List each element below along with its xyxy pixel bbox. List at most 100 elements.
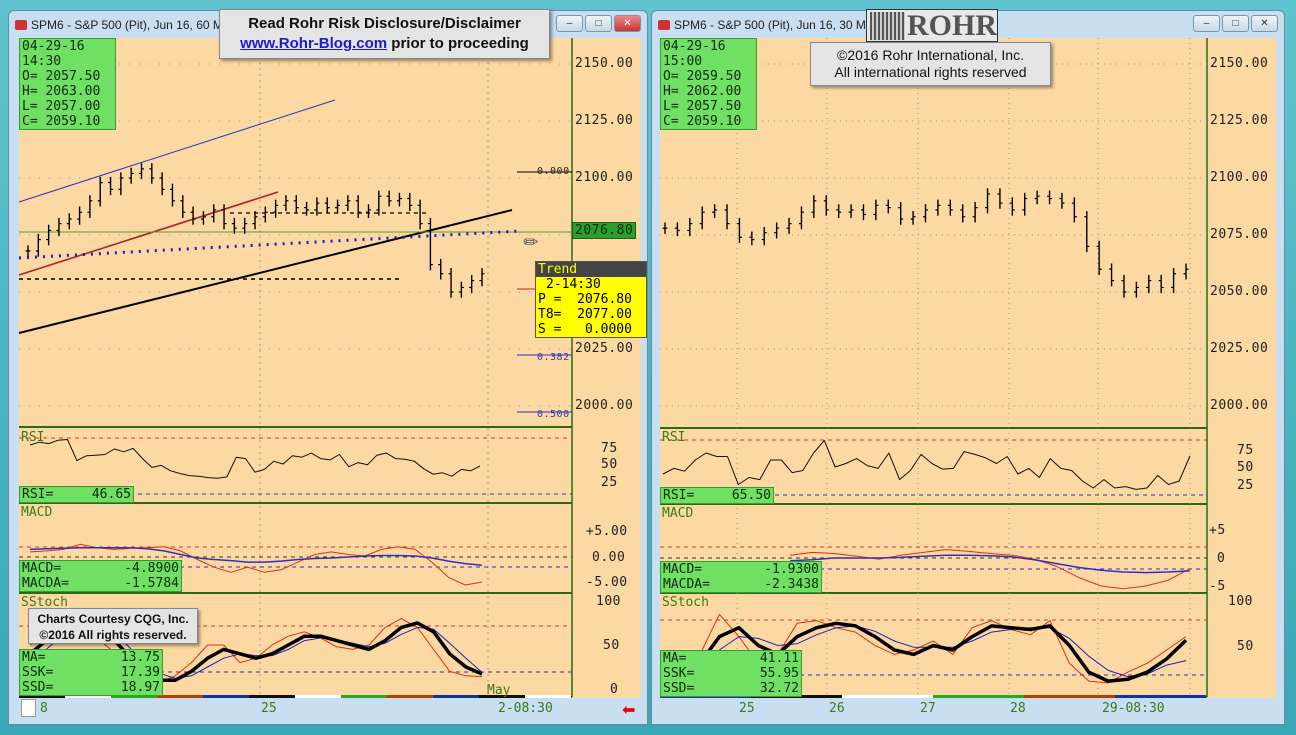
session-color-band [933,695,1024,698]
rohr-blog-link[interactable]: www.Rohr-Blog.com [240,35,388,52]
session-color-band [249,695,295,698]
rsi-value-box: RSI= 65.50 [660,487,774,504]
rsi-value: 65.50 [731,488,771,503]
scroll-right-arrow-icon[interactable]: ⬅ [622,702,636,719]
price-tick: 2100.00 [1210,170,1269,185]
channel-line [18,99,336,203]
scroll-box[interactable] [21,699,36,717]
maximize-button[interactable]: □ [585,15,612,32]
tooltip-t8: T8= 2077.00 [538,307,632,322]
stoch-value-box: MA= 13.75 SSK= 17.39 SSD= 18.97 [19,649,163,696]
rsi-label: RSI [662,430,686,445]
ohlc-time: 15:00 [663,54,703,69]
copyright-notice: ©2016 Rohr International, Inc. All intern… [810,42,1051,86]
macd-line [789,549,1191,590]
stoch-tick: 50 [603,638,620,653]
session-color-band [433,695,479,698]
right-title-bar[interactable]: SPM6 - S&P 500 (Pit), Jun 16, 30 Min [658,15,1278,35]
rsi-tick: 75 [1237,443,1254,458]
minimize-button[interactable]: – [1193,15,1220,32]
macd-label: MACD [662,506,694,521]
session-color-band [387,695,433,698]
x-tick: 29-08:30 [1102,701,1165,716]
ohlc-low: L= 2057.50 [663,99,742,114]
rsi-value: 46.65 [91,487,131,502]
ssd-value: 32.72 [759,681,799,696]
credit-line-1: Charts Courtesy CQG, Inc. [37,612,189,626]
price-tick: 2150.00 [575,56,634,71]
rsi-value-label: RSI= [663,488,695,503]
price-tick: 2075.00 [1210,227,1269,242]
session-color-band [1115,695,1206,698]
session-color-band [842,695,933,698]
last-price-marker: 2076.80 [572,222,637,239]
cqg-credit: Charts Courtesy CQG, Inc. ©2016 All right… [28,608,198,644]
ohlc-close: C= 2059.10 [663,114,742,129]
close-button[interactable]: ✕ [614,15,641,32]
price-tick: 2125.00 [575,113,634,128]
right-ohlc-box: 04-29-16 15:00 O= 2059.50 H= 2062.00 L= 2057… [660,38,757,130]
session-color-band [341,695,387,698]
cqg-app-icon [658,20,670,30]
macd-label: MACD [21,505,53,520]
ohlc-high: H= 2062.00 [663,84,742,99]
ssk-value: 55.95 [759,666,799,681]
close-button[interactable]: ✕ [1251,15,1278,32]
credit-line-2: ©2016 All rights reserved. [39,628,187,642]
ssk-label: SSK= [22,665,54,680]
price-tick: 2000.00 [1210,398,1269,413]
macd-value-label: MACD= [22,561,62,576]
macd-line [29,543,483,586]
stoch-value-box: MA= 41.11 SSK= 55.95 SSD= 32.72 [660,650,802,697]
ohlc-low: L= 2057.00 [22,99,101,114]
macd-tick: -5 [1209,579,1226,594]
x-tick: 2-08:30 [498,701,553,716]
ssk-label: SSK= [663,666,695,681]
minimize-button[interactable]: – [556,15,583,32]
macd-tick: 0 [1217,551,1226,566]
fib-label: 0.382 [537,352,570,363]
sstoch-label: SStoch [662,595,709,610]
rsi-label: RSI [21,430,45,445]
stoch-tick: 100 [596,594,621,609]
tooltip-price: P = 2076.80 [538,292,632,307]
x-tick: 25 [739,701,755,716]
logo-text: ROHR [907,8,997,42]
trend-tooltip: Trend 2-14:30 P = 2076.80 T8= 2077.00 S … [535,261,647,338]
ma-value: 41.11 [759,651,799,666]
ohlc-time: 14:30 [22,54,62,69]
left-title-bar[interactable]: SPM6 - S&P 500 (Pit), Jun 16, 60 Min [15,15,641,35]
maximize-button[interactable]: □ [1222,15,1249,32]
session-color-band [157,695,203,698]
macd-value: -4.8900 [124,561,179,576]
fib-label: 0.000 [537,166,570,177]
macd-tick: -5.00 [586,575,628,590]
ma-label: MA= [22,650,46,665]
rsi-tick: 50 [1237,460,1254,475]
disclaimer-text: Read Rohr Risk Disclosure/Disclaimer [248,15,521,32]
tooltip-title: Trend [536,262,646,277]
logo-chart-icon [870,11,905,40]
macd-value: -1.9300 [764,562,819,577]
price-tick: 2150.00 [1210,56,1269,71]
right-window-title: SPM6 - S&P 500 (Pit), Jun 16, 30 Min [674,18,876,32]
ssk-value: 17.39 [120,665,160,680]
price-tick: 2100.00 [575,170,634,185]
ma-value: 13.75 [120,650,160,665]
ssd-label: SSD= [22,680,54,695]
ohlc-open: O= 2057.50 [22,69,101,84]
rsi-line [29,439,481,479]
price-tick: 2000.00 [575,398,634,413]
macda-value: -1.5784 [124,576,179,591]
stoch-tick: 100 [1228,594,1253,609]
stoch-tick: 0 [610,682,619,697]
rsi-value-label: RSI= [22,487,54,502]
macda-value-label: MACDA= [22,576,69,591]
session-color-band [111,695,157,698]
stoch-tick: 50 [1237,639,1254,654]
macda-line [789,554,1191,574]
rsi-tick: 75 [601,441,618,456]
x-tick: 26 [829,701,845,716]
session-color-band [19,695,65,698]
